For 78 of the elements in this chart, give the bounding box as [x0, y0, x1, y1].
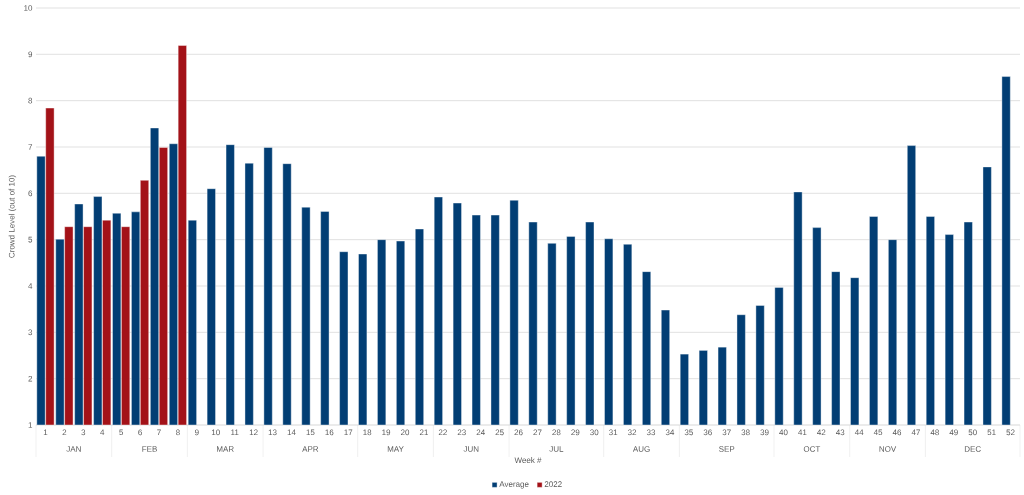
x-tick-label: 26	[514, 429, 523, 436]
text: AUG	[632, 446, 650, 452]
x-tick-label: 5	[119, 429, 124, 436]
x-tick-label: 39	[760, 429, 769, 436]
x-tick-label: 30	[590, 429, 599, 436]
y-tick-label: 6	[28, 190, 33, 197]
x-tick-label: 4	[100, 429, 105, 436]
x-tick-label: 16	[325, 429, 334, 436]
x-tick-label: 18	[363, 429, 372, 436]
x-tick-label: 34	[665, 429, 675, 436]
y-axis-title: Crowd Level (out of 10)	[8, 175, 17, 258]
x-tick-label: 40	[779, 429, 788, 436]
x-tick-label: 1	[43, 429, 48, 436]
x-tick-label: 21	[419, 429, 428, 436]
x-axis-title: Week #	[514, 457, 542, 463]
text: OCT	[803, 446, 821, 452]
x-tick-label: 6	[138, 429, 142, 436]
x-tick-label: 42	[817, 429, 826, 436]
x-tick-label: 27	[533, 429, 542, 436]
text: JAN	[66, 446, 81, 452]
legend-label: Average	[499, 481, 529, 489]
x-tick-label: 19	[382, 429, 391, 436]
x-tick-label: 7	[157, 429, 161, 436]
text: MAY	[387, 446, 404, 452]
y-tick-label: 8	[28, 97, 33, 104]
x-tick-label: 29	[571, 429, 580, 436]
x-tick-label: 9	[195, 429, 199, 436]
x-tick-label: 45	[873, 429, 883, 436]
y-tick-label: 3	[28, 329, 33, 336]
x-tick-label: 20	[400, 429, 410, 436]
y-tick-label: 9	[28, 51, 33, 58]
text: JUN	[463, 446, 479, 452]
x-tick-label: 33	[646, 429, 656, 436]
x-tick-label: 47	[911, 429, 920, 436]
x-tick-label: 12	[249, 429, 258, 436]
y-tick-label: 4	[28, 283, 33, 289]
text: DEC	[964, 446, 981, 452]
x-tick-label: 25	[495, 429, 504, 436]
x-tick-label: 43	[835, 429, 845, 436]
x-tick-label: 48	[930, 429, 939, 436]
y-tick-label: 1	[28, 422, 33, 428]
text: NOV	[879, 446, 897, 452]
text: APR	[302, 446, 319, 452]
text: FEB	[142, 446, 157, 452]
x-tick-label: 3	[81, 429, 86, 436]
text: JUL	[549, 446, 564, 452]
x-tick-label: 17	[344, 429, 353, 436]
x-tick-label: 11	[231, 429, 239, 436]
y-tick-label: 7	[28, 144, 33, 150]
x-tick-label: 13	[268, 429, 277, 436]
x-tick-label: 15	[306, 429, 315, 436]
legend-label: 2022	[544, 481, 562, 487]
x-tick-label: 2	[62, 429, 67, 436]
x-tick-label: 14	[287, 429, 296, 436]
x-tick-label: 31	[609, 429, 618, 436]
x-tick-label: 22	[438, 429, 447, 436]
x-tick-label: 32	[627, 429, 637, 436]
y-tick-label: 5	[28, 236, 33, 243]
x-tick-label: 38	[741, 429, 750, 436]
x-tick-label: 23	[457, 429, 466, 436]
x-tick-label: 46	[892, 429, 902, 436]
x-tick-label: 8	[176, 429, 180, 436]
x-tick-label: 36	[703, 429, 712, 436]
x-tick-label: 37	[722, 429, 731, 436]
x-tick-label: 35	[684, 429, 693, 436]
x-tick-label: 51	[987, 429, 996, 436]
y-tick-label: 2	[28, 375, 33, 382]
y-tick-label: 10	[24, 5, 33, 11]
x-tick-label: 44	[854, 429, 864, 436]
x-tick-label: 49	[949, 429, 958, 436]
text: SEP	[719, 446, 735, 452]
text: MAR	[217, 446, 234, 452]
x-tick-label: 24	[476, 429, 485, 436]
x-tick-label: 41	[798, 429, 807, 436]
x-tick-label: 28	[552, 429, 561, 436]
x-tick-label: 52	[1006, 429, 1015, 436]
x-tick-label: 10	[211, 429, 220, 436]
x-tick-label: 50	[968, 429, 977, 436]
